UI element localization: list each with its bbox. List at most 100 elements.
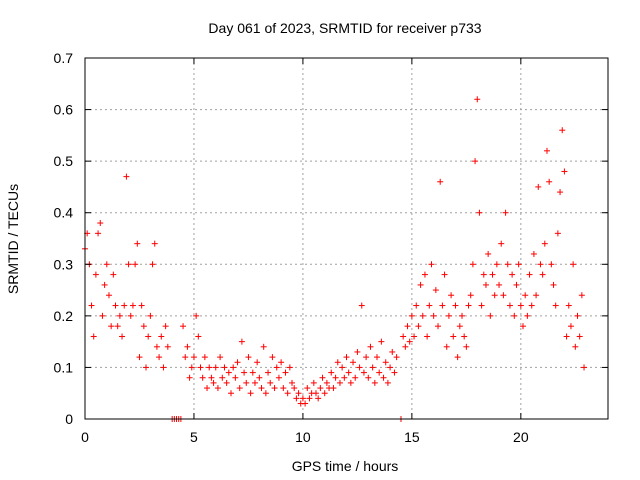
data-point bbox=[393, 354, 400, 361]
data-point bbox=[116, 312, 123, 319]
data-point bbox=[400, 333, 407, 340]
data-point bbox=[578, 292, 585, 299]
data-point bbox=[193, 312, 200, 319]
data-point bbox=[190, 354, 197, 361]
data-point bbox=[408, 312, 415, 319]
data-point bbox=[465, 302, 472, 309]
data-point bbox=[498, 240, 505, 247]
data-point bbox=[262, 390, 269, 397]
data-point bbox=[458, 312, 465, 319]
data-point bbox=[387, 364, 394, 371]
data-point bbox=[105, 292, 112, 299]
data-point bbox=[134, 240, 141, 247]
data-point bbox=[295, 390, 302, 397]
data-point bbox=[567, 323, 574, 330]
data-point bbox=[402, 343, 409, 350]
data-point bbox=[530, 250, 537, 257]
data-point bbox=[356, 364, 363, 371]
data-point bbox=[125, 261, 132, 268]
data-point bbox=[365, 374, 372, 381]
y-axis-label: SRMTID / TECUs bbox=[5, 184, 21, 294]
data-point bbox=[321, 390, 328, 397]
data-point bbox=[199, 374, 206, 381]
data-point bbox=[469, 261, 476, 268]
y-tick-label: 0.5 bbox=[54, 153, 74, 169]
data-point bbox=[463, 343, 470, 350]
data-point bbox=[278, 359, 285, 366]
data-point bbox=[378, 338, 385, 345]
data-point bbox=[354, 348, 361, 355]
data-point bbox=[369, 364, 376, 371]
data-point bbox=[221, 364, 228, 371]
data-point bbox=[343, 354, 350, 361]
data-point bbox=[162, 323, 169, 330]
x-axis-ticks: 0 5 10 15 20 bbox=[81, 58, 529, 445]
data-point bbox=[234, 359, 241, 366]
data-point bbox=[430, 312, 437, 319]
data-point bbox=[491, 292, 498, 299]
data-point bbox=[445, 312, 452, 319]
data-point bbox=[299, 395, 306, 402]
data-point bbox=[251, 379, 258, 386]
chart-title: Day 061 of 2023, SRMTID for receiver p73… bbox=[208, 20, 481, 36]
data-point bbox=[315, 395, 322, 402]
data-point bbox=[565, 302, 572, 309]
data-point bbox=[243, 379, 250, 386]
data-point bbox=[513, 281, 520, 288]
data-point bbox=[208, 374, 215, 381]
data-point bbox=[304, 385, 311, 392]
data-point bbox=[524, 312, 531, 319]
data-point bbox=[143, 364, 150, 371]
data-point bbox=[391, 369, 398, 376]
data-point bbox=[371, 379, 378, 386]
y-tick-label: 0.6 bbox=[54, 102, 74, 118]
data-point bbox=[450, 333, 457, 340]
data-point bbox=[204, 385, 211, 392]
data-point bbox=[419, 312, 426, 319]
data-point bbox=[119, 333, 126, 340]
data-point bbox=[188, 364, 195, 371]
data-point bbox=[467, 292, 474, 299]
data-point bbox=[537, 261, 544, 268]
y-tick-label: 0.2 bbox=[54, 308, 74, 324]
data-point bbox=[504, 261, 511, 268]
data-point bbox=[236, 385, 243, 392]
data-point bbox=[487, 312, 494, 319]
data-point bbox=[533, 292, 540, 299]
data-point bbox=[149, 261, 156, 268]
data-point bbox=[352, 374, 359, 381]
data-point bbox=[389, 348, 396, 355]
data-point bbox=[520, 323, 527, 330]
data-point bbox=[559, 127, 566, 134]
data-point bbox=[267, 379, 274, 386]
data-point bbox=[424, 333, 431, 340]
data-point bbox=[121, 302, 128, 309]
data-point bbox=[432, 287, 439, 294]
data-point bbox=[452, 302, 459, 309]
data-point bbox=[413, 302, 420, 309]
data-point bbox=[489, 271, 496, 278]
data-point bbox=[145, 333, 152, 340]
x-axis-label: GPS time / hours bbox=[292, 458, 399, 474]
data-point bbox=[345, 369, 352, 376]
data-point bbox=[428, 261, 435, 268]
data-point bbox=[123, 173, 130, 180]
data-point bbox=[384, 379, 391, 386]
data-point bbox=[217, 354, 224, 361]
data-point bbox=[138, 302, 145, 309]
x-tick-label: 15 bbox=[404, 429, 420, 445]
data-point bbox=[339, 364, 346, 371]
data-point bbox=[334, 359, 341, 366]
data-point bbox=[245, 354, 252, 361]
data-point bbox=[90, 333, 97, 340]
data-point bbox=[347, 379, 354, 386]
data-point bbox=[273, 364, 280, 371]
data-point bbox=[341, 374, 348, 381]
y-tick-label: 0.7 bbox=[54, 50, 74, 66]
data-point bbox=[543, 147, 550, 154]
data-point bbox=[310, 379, 317, 386]
data-point bbox=[238, 338, 245, 345]
data-point bbox=[572, 343, 579, 350]
data-point bbox=[206, 364, 213, 371]
data-point bbox=[376, 369, 383, 376]
